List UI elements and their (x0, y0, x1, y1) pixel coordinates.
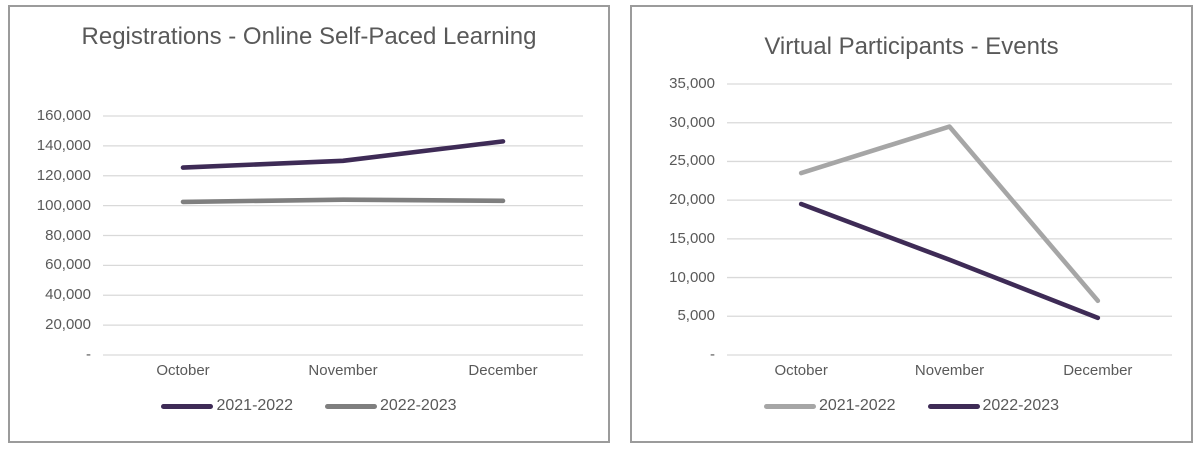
chart-legend: 2021-2022 2022-2023 (632, 397, 1191, 415)
legend-line-swatch (161, 403, 214, 409)
y-axis-tick-label: 10,000 (669, 268, 715, 286)
series-line-2021-2022 (798, 124, 1101, 304)
chart-legend: 2021-2022 2022-2023 (10, 397, 608, 415)
legend-line-swatch (325, 403, 377, 409)
y-axis-tick-label: 5,000 (677, 307, 715, 325)
line-plot-registrations: 160,000 140,000 120,000 100,000 80,000 60,000… (10, 7, 608, 441)
series-line-2022-2023 (180, 197, 506, 205)
chart-panel-virtual-participants: Virtual Participants - Events 35,000 30,0… (630, 5, 1193, 443)
y-axis-tick-label: 20,000 (669, 191, 715, 209)
legend-label: 2021-2022 (216, 397, 293, 414)
y-axis-tick-label: 15,000 (669, 229, 715, 247)
x-axis-category-label: October (156, 362, 210, 379)
legend-label: 2022-2023 (380, 397, 457, 414)
legend-label: 2022-2023 (982, 397, 1060, 414)
x-axis-category-label: December (468, 362, 538, 379)
y-axis-tick-label: 60,000 (45, 256, 91, 274)
y-axis-tick-label: - (86, 346, 91, 363)
x-axis-category-label: November (914, 362, 985, 379)
x-axis-category-label: November (308, 362, 378, 379)
y-axis-tick-label: 80,000 (45, 226, 91, 244)
y-axis-tick-label: 40,000 (45, 286, 91, 304)
y-axis-tick-label: 100,000 (36, 196, 91, 214)
y-axis-tick-label: 160,000 (36, 107, 91, 124)
chart-panel-registrations: Registrations - Online Self-Paced Learni… (8, 5, 610, 443)
virtual-participants-events-svg (727, 83, 1172, 356)
chart-title-text: Registrations - Online Self-Paced Learni… (81, 23, 537, 50)
y-axis-tick-label: 25,000 (669, 152, 715, 170)
y-axis-tick-label: - (710, 346, 715, 363)
legend-line-swatch (927, 403, 980, 409)
y-axis-tick-label: 20,000 (45, 316, 91, 334)
registrations-online-self-paced-learning-svg (103, 115, 583, 356)
legend-item-2022-2023: 2022-2023 (927, 397, 1060, 415)
legend-line-swatch (763, 403, 816, 409)
y-axis-tick-label: 120,000 (36, 166, 91, 184)
x-axis-category-label: October (774, 362, 828, 379)
legend-label: 2021-2022 (818, 397, 896, 414)
legend-item-2021-2022: 2021-2022 (763, 397, 896, 415)
line-plot-virtual-participants: 35,000 30,000 25,000 20,000 15,000 10,000 5,00… (632, 7, 1191, 441)
chart-title-text: Virtual Participants - Events (764, 33, 1059, 60)
chart-title-virtual-participants: Virtual Participants - Events (632, 30, 1191, 64)
y-axis-tick-label: 30,000 (669, 113, 715, 131)
legend-item-2021-2022: 2021-2022 (161, 397, 293, 415)
series-line-2021-2022 (180, 139, 506, 170)
y-axis-tick-label: 35,000 (669, 75, 715, 92)
legend-item-2022-2023: 2022-2023 (325, 397, 457, 415)
y-axis-tick-label: 140,000 (36, 136, 91, 154)
chart-title-registrations: Registrations - Online Self-Paced Learni… (10, 20, 608, 54)
x-axis-category-label: December (1063, 362, 1133, 379)
series-line-2022-2023 (798, 201, 1101, 321)
